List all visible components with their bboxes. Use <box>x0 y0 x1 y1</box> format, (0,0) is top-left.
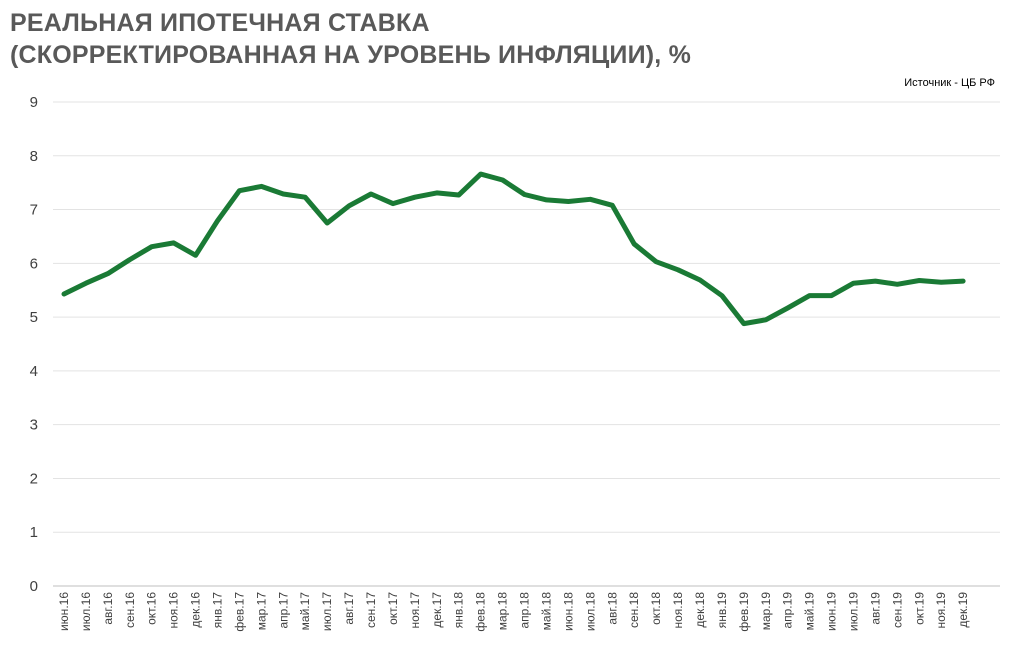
x-tick-label: янв.18 <box>452 592 466 629</box>
x-tick-label: фев.17 <box>232 592 246 632</box>
x-tick-label: мар.19 <box>759 592 773 631</box>
x-tick-label: мар.17 <box>254 592 268 631</box>
x-tick-label: апр.18 <box>518 592 532 629</box>
y-tick-label: 0 <box>30 578 38 595</box>
x-tick-label: июл.18 <box>583 592 597 631</box>
x-tick-label: июл.16 <box>79 592 93 631</box>
x-tick-label: авг.18 <box>605 592 619 625</box>
y-tick-label: 8 <box>30 148 38 165</box>
x-tick-label: окт.16 <box>145 592 159 625</box>
x-tick-label: янв.19 <box>715 592 729 629</box>
source-note: Источник - ЦБ РФ <box>904 77 995 89</box>
x-tick-label: дек.19 <box>956 592 970 628</box>
x-tick-label: сен.19 <box>890 592 904 628</box>
x-tick-label: ноя.17 <box>408 592 422 629</box>
y-tick-label: 1 <box>30 524 38 541</box>
x-tick-label: май.18 <box>539 592 553 631</box>
x-tick-label: окт.17 <box>386 592 400 625</box>
x-tick-label: авг.17 <box>342 592 356 625</box>
x-tick-label: ноя.19 <box>934 592 948 629</box>
x-tick-label: сен.16 <box>123 592 137 628</box>
x-tick-label: ноя.16 <box>167 592 181 629</box>
y-tick-label: 3 <box>30 417 38 434</box>
x-tick-label: май.19 <box>803 592 817 631</box>
x-tick-label: фев.19 <box>737 592 751 632</box>
x-tick-label: июн.19 <box>825 592 839 631</box>
x-tick-label: дек.18 <box>693 592 707 628</box>
chart-title-line-2: (СКОРРЕКТИРОВАННАЯ НА УРОВЕНЬ ИНФЛЯЦИИ),… <box>10 41 692 69</box>
y-tick-label: 2 <box>30 470 38 487</box>
x-tick-label: янв.17 <box>211 592 225 629</box>
x-tick-label: дек.16 <box>189 592 203 628</box>
y-tick-label: 4 <box>30 363 38 380</box>
series-line <box>61 171 966 327</box>
x-tick-label: июл.17 <box>320 592 334 631</box>
x-tick-label: июл.19 <box>846 592 860 631</box>
x-tick-label: ноя.18 <box>671 592 685 629</box>
x-tick-label: дек.17 <box>430 592 444 628</box>
x-tick-label: апр.17 <box>276 592 290 629</box>
x-tick-label: авг.19 <box>868 592 882 625</box>
x-tick-label: май.17 <box>298 592 312 631</box>
y-tick-label: 5 <box>30 309 38 326</box>
x-tick-label: окт.19 <box>912 592 926 625</box>
x-tick-label: авг.16 <box>101 592 115 625</box>
x-tick-label: июн.16 <box>57 592 71 631</box>
chart-title-line-1: РЕАЛЬНАЯ ИПОТЕЧНАЯ СТАВКА <box>10 9 430 37</box>
y-tick-label: 6 <box>30 255 38 272</box>
y-tick-label: 7 <box>30 202 38 219</box>
x-tick-label: сен.17 <box>364 592 378 628</box>
x-tick-label: фев.18 <box>474 592 488 632</box>
x-tick-label: окт.18 <box>649 592 663 625</box>
x-tick-label: сен.18 <box>627 592 641 628</box>
x-tick-label: июн.18 <box>561 592 575 631</box>
x-tick-label: мар.18 <box>496 592 510 631</box>
y-tick-label: 9 <box>30 94 38 111</box>
x-tick-label: апр.19 <box>781 592 795 629</box>
